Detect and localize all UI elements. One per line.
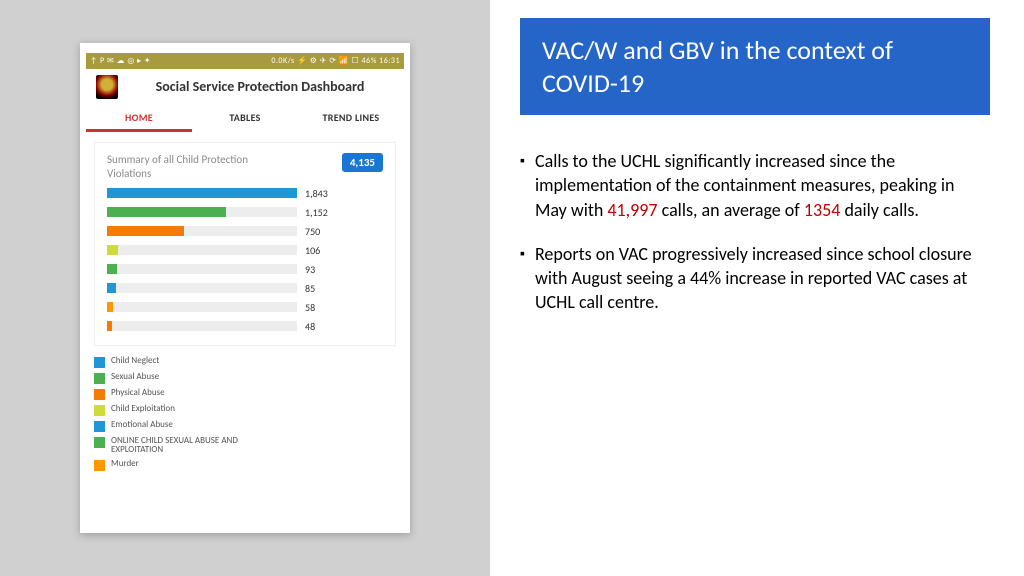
bar-value-label: 58 <box>305 301 315 314</box>
legend-item: Sexual Abuse <box>94 372 396 384</box>
legend-label: ONLINE CHILD SEXUAL ABUSE AND EXPLOITATI… <box>111 436 291 456</box>
highlight-number: 1354 <box>804 199 841 221</box>
legend-label: Murder <box>111 459 139 469</box>
bar-fill <box>107 264 117 274</box>
status-right-icons: 0.0K/s ⚡ ⚙ ✈ ⟳ 📶 ☐ 46% 16:31 <box>271 56 400 66</box>
status-left-icons: ↑ P ✉ ☁ ◎ ▸ ✦ <box>90 56 151 66</box>
uganda-crest-icon <box>96 75 118 99</box>
tab-home[interactable]: HOME <box>86 105 192 132</box>
legend-item: Physical Abuse <box>94 388 396 400</box>
bar-value-label: 48 <box>305 320 315 333</box>
legend-label: Physical Abuse <box>111 388 165 398</box>
legend-swatch <box>94 460 105 471</box>
legend-label: Child Neglect <box>111 356 159 366</box>
legend-swatch <box>94 405 105 416</box>
chart-legend: Child Neglect Sexual Abuse Physical Abuse C… <box>94 356 396 472</box>
left-panel: ↑ P ✉ ☁ ◎ ▸ ✦ 0.0K/s ⚡ ⚙ ✈ ⟳ 📶 ☐ 46% 16:… <box>0 0 490 576</box>
bar-fill <box>107 302 113 312</box>
bar-row: 93 <box>107 263 383 276</box>
bar-value-label: 1,152 <box>305 206 328 219</box>
bullet-item: Reports on VAC progressively increased s… <box>520 242 990 315</box>
summary-label: Summary of all Child Protection Violatio… <box>107 153 257 181</box>
bar-row: 1,843 <box>107 187 383 200</box>
legend-item: Child Neglect <box>94 356 396 368</box>
bar-row: 48 <box>107 320 383 333</box>
slide-title: VAC/W and GBV in the context of COVID-19 <box>520 18 990 115</box>
legend-item: Child Exploitation <box>94 404 396 416</box>
bar-value-label: 85 <box>305 282 315 295</box>
app-header: Social Service Protection Dashboard <box>86 69 404 101</box>
legend-swatch <box>94 373 105 384</box>
bar-fill <box>107 188 297 198</box>
phone-mockup: ↑ P ✉ ☁ ◎ ▸ ✦ 0.0K/s ⚡ ⚙ ✈ ⟳ 📶 ☐ 46% 16:… <box>80 43 410 533</box>
tab-tables[interactable]: TABLES <box>192 105 298 132</box>
bar-fill <box>107 226 184 236</box>
bar-row: 750 <box>107 225 383 238</box>
legend-swatch <box>94 437 105 448</box>
bullet-item: Calls to the UCHL significantly increase… <box>520 149 990 222</box>
app-title: Social Service Protection Dashboard <box>126 79 394 95</box>
bar-row: 85 <box>107 282 383 295</box>
summary-total-badge: 4,135 <box>342 153 383 172</box>
bar-row: 1,152 <box>107 206 383 219</box>
right-panel: VAC/W and GBV in the context of COVID-19… <box>490 0 1024 576</box>
bar-value-label: 93 <box>305 263 315 276</box>
legend-label: Emotional Abuse <box>111 420 173 430</box>
legend-swatch <box>94 357 105 368</box>
bar-fill <box>107 283 116 293</box>
legend-label: Sexual Abuse <box>111 372 159 382</box>
legend-swatch <box>94 421 105 432</box>
legend-item: Murder <box>94 459 396 471</box>
bar-value-label: 106 <box>305 244 320 257</box>
highlight-number: 41,997 <box>607 199 657 221</box>
bar-row: 106 <box>107 244 383 257</box>
bar-value-label: 750 <box>305 225 320 238</box>
legend-item: ONLINE CHILD SEXUAL ABUSE AND EXPLOITATI… <box>94 436 396 456</box>
legend-label: Child Exploitation <box>111 404 175 414</box>
phone-status-bar: ↑ P ✉ ☁ ◎ ▸ ✦ 0.0K/s ⚡ ⚙ ✈ ⟳ 📶 ☐ 46% 16:… <box>86 53 404 69</box>
tab-bar: HOMETABLESTREND LINES <box>86 105 404 132</box>
bar-fill <box>107 245 118 255</box>
tab-trend-lines[interactable]: TREND LINES <box>298 105 404 132</box>
legend-item: Emotional Abuse <box>94 420 396 432</box>
bar-fill <box>107 207 226 217</box>
legend-swatch <box>94 389 105 400</box>
summary-card: Summary of all Child Protection Violatio… <box>94 142 396 346</box>
bar-fill <box>107 321 112 331</box>
bullet-list: Calls to the UCHL significantly increase… <box>520 149 990 335</box>
violations-bar-chart: 1,843 1,152 750 106 93 85 58 48 <box>107 187 383 333</box>
bar-row: 58 <box>107 301 383 314</box>
bar-value-label: 1,843 <box>305 187 328 200</box>
